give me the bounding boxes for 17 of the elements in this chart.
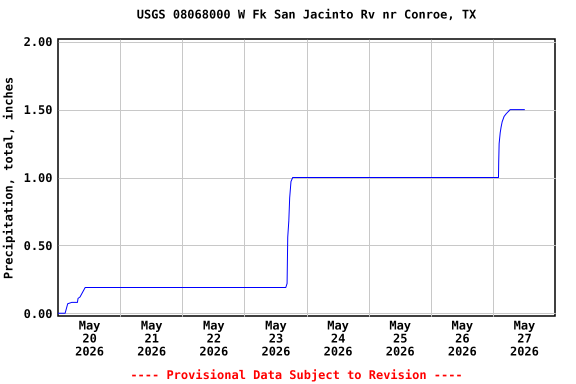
y-axis-title: Precipitation, total, inches: [2, 76, 16, 280]
y-tick-label: 0.00: [24, 306, 52, 321]
chart-title: USGS 08068000 W Fk San Jacinto Rv nr Conroe, TX: [136, 8, 478, 22]
x-tick-label: May 23 2026: [261, 318, 290, 358]
text: ---- Provisional Data Subject to Revision ----: [130, 368, 463, 382]
y-tick-label: 0.50: [24, 238, 52, 253]
y-tick-label: 1.00: [24, 171, 52, 185]
y-tick-label: 2.00: [24, 35, 52, 50]
x-tick-label: May 22 2026: [199, 318, 228, 358]
x-tick-label: May 26 2026: [448, 318, 477, 358]
x-tick-label: May 21 2026: [137, 318, 166, 358]
x-tick-label: May 27 2026: [510, 318, 539, 358]
x-tick-label: May 20 2026: [75, 318, 104, 358]
x-tick-label: May 25 2026: [386, 318, 415, 358]
y-tick-label: 1.50: [24, 103, 52, 118]
line-series: [58, 109, 526, 314]
x-tick-label: May 24 2026: [324, 318, 353, 358]
